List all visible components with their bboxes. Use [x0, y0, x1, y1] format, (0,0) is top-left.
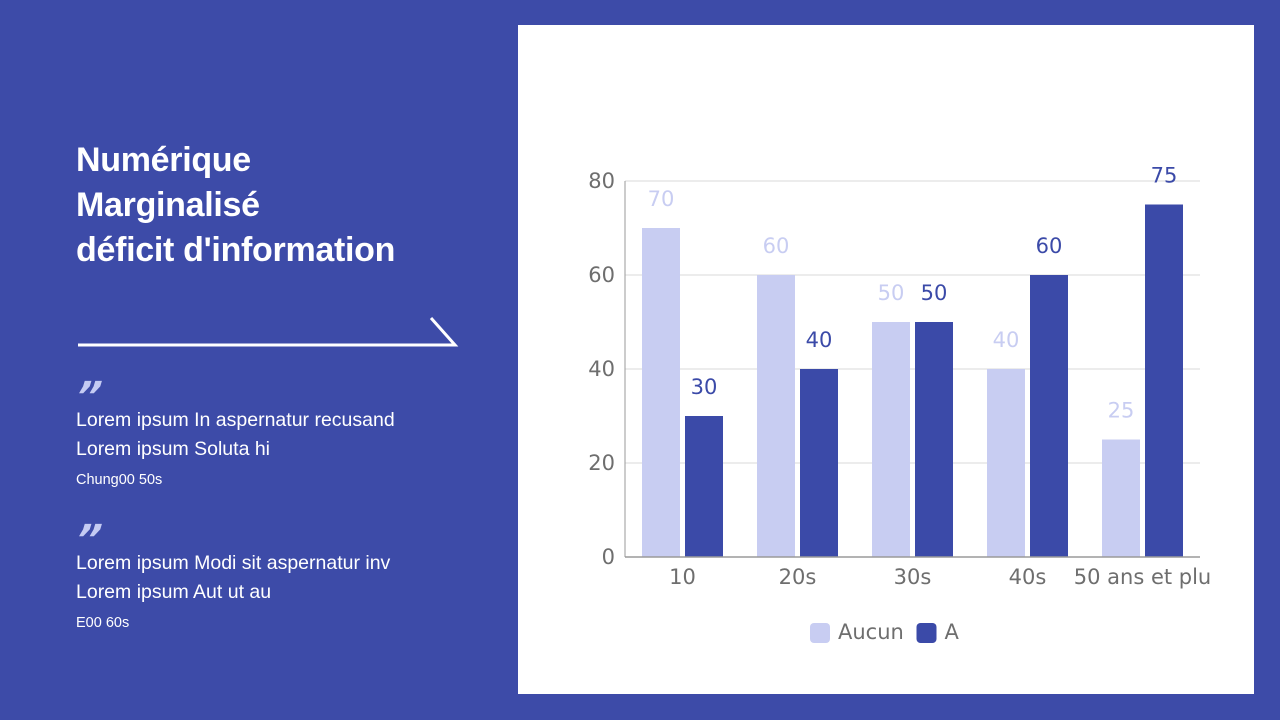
data-label: 30 [691, 375, 718, 399]
data-label: 60 [1036, 234, 1063, 258]
quote-line: Lorem ipsum In aspernatur recusand [76, 409, 395, 431]
y-tick-label: 20 [588, 451, 615, 475]
legend-swatch-icon [810, 623, 830, 643]
quote-mark-icon: ” [73, 517, 104, 563]
testimonial-1: ” Lorem ipsum In aspernatur recusand Lor… [73, 374, 395, 490]
bar-a [685, 416, 723, 557]
data-label: 40 [806, 328, 833, 352]
bar-chart: 0 20 40 60 80 70 30 10 60 40 20s 50 50 30s 40 60 40s 25 75… [588, 164, 1212, 645]
title-line-1: Numérique [76, 141, 251, 179]
data-label: 75 [1151, 164, 1178, 188]
bar-aucun [757, 275, 795, 557]
quote-line: Lorem ipsum Modi sit aspernatur inv [76, 552, 391, 574]
y-tick-label: 0 [602, 545, 615, 569]
arrow-divider-icon [78, 317, 459, 347]
x-tick-label: 30s [894, 565, 932, 589]
slide-title: Numérique Marginalisé déficit d'informat… [76, 138, 395, 273]
bar-a [1030, 275, 1068, 557]
legend-label: A [945, 620, 960, 644]
y-tick-label: 60 [588, 263, 615, 287]
title-line-3: déficit d'information [76, 231, 396, 269]
y-tick-label: 40 [588, 357, 615, 381]
testimonial-2: ” Lorem ipsum Modi sit aspernatur inv Lo… [73, 517, 391, 633]
y-tick-label: 80 [588, 169, 615, 193]
data-label: 40 [993, 328, 1020, 352]
quote-line: Lorem ipsum Soluta hi [76, 438, 271, 460]
x-tick-label: 10 [669, 565, 696, 589]
data-label: 60 [763, 234, 790, 258]
quote-line: Lorem ipsum Aut ut au [76, 581, 272, 603]
data-label: 50 [878, 281, 905, 305]
data-label: 25 [1108, 399, 1135, 423]
bar-a [800, 369, 838, 557]
bar-a [915, 322, 953, 557]
legend-swatch-icon [916, 623, 937, 643]
bar-aucun [1102, 439, 1140, 557]
title-line-2: Marginalisé [76, 186, 260, 224]
x-tick-label: 40s [1009, 565, 1047, 589]
x-tick-label: 20s [779, 565, 817, 589]
x-tick-label: 50 ans et plu [1074, 565, 1212, 589]
bar-aucun [642, 228, 680, 557]
bar-a [1145, 204, 1183, 557]
legend-label: Aucun [838, 620, 904, 644]
bar-aucun [987, 369, 1025, 557]
data-label: 70 [648, 187, 675, 211]
quote-author: Chung00 50s [76, 472, 163, 488]
quote-mark-icon: ” [73, 374, 104, 420]
chart-panel: 0 20 40 60 80 70 30 10 60 40 20s 50 50 30s 40 60 40s 25 75… [518, 25, 1254, 694]
data-label: 50 [921, 281, 948, 305]
bar-aucun [872, 322, 910, 557]
quote-author: E00 60s [76, 615, 130, 631]
